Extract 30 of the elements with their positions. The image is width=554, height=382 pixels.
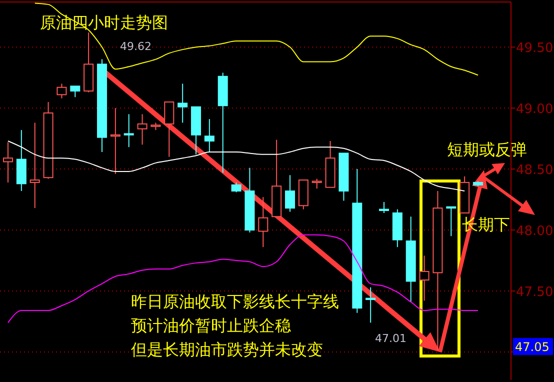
candlestick (446, 206, 456, 237)
annotation: 但是长期油市跌势并未改变 (131, 340, 323, 359)
annotation: 49.62 (120, 40, 152, 53)
candlestick (3, 142, 13, 183)
candlestick (285, 174, 295, 212)
y-tick-label: 48.00 (516, 224, 554, 240)
candlestick (124, 114, 134, 148)
candlestick (312, 178, 322, 190)
annotation: 47.01 (375, 332, 406, 345)
y-tick-label: 47.50 (516, 284, 554, 300)
annotation: 昨日原油收取下影线长十字线 (131, 292, 339, 311)
y-tick-label: 49.50 (516, 41, 554, 56)
candlestick (56, 83, 67, 99)
candlestick (258, 196, 268, 248)
candlestick (30, 122, 40, 209)
text: 47.05 (515, 340, 550, 354)
y-tick-label: 49.00 (516, 102, 554, 118)
candlestick (178, 83, 188, 124)
candlestick (366, 286, 376, 324)
candlestick (110, 108, 120, 174)
candlestick (70, 86, 80, 98)
candlestick (204, 118, 214, 152)
line-series (34, 2, 478, 76)
candlestick (137, 114, 148, 146)
candlestick (164, 101, 174, 158)
candlestick (419, 255, 430, 302)
y-tick-label: 48.50 (516, 163, 554, 178)
candlestick (231, 182, 242, 193)
annotation: 预计油价暂时止跌企稳 (131, 316, 291, 335)
candlestick (379, 201, 389, 214)
